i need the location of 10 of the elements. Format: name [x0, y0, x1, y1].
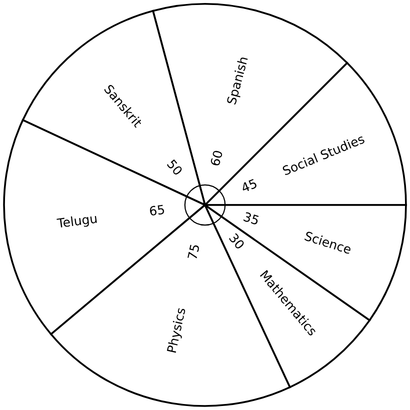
slice-label: Telugu — [56, 213, 98, 230]
data-label: 65 — [149, 204, 164, 216]
data-label: 45 — [240, 178, 258, 193]
data-label: 75 — [188, 244, 200, 260]
data-label: 50 — [166, 158, 184, 176]
data-label: 60 — [210, 150, 223, 166]
data-label: 35 — [243, 212, 260, 226]
data-label: 30 — [228, 232, 246, 250]
slice-label: Spanish — [226, 56, 250, 106]
slice-label: Physics — [166, 307, 188, 354]
